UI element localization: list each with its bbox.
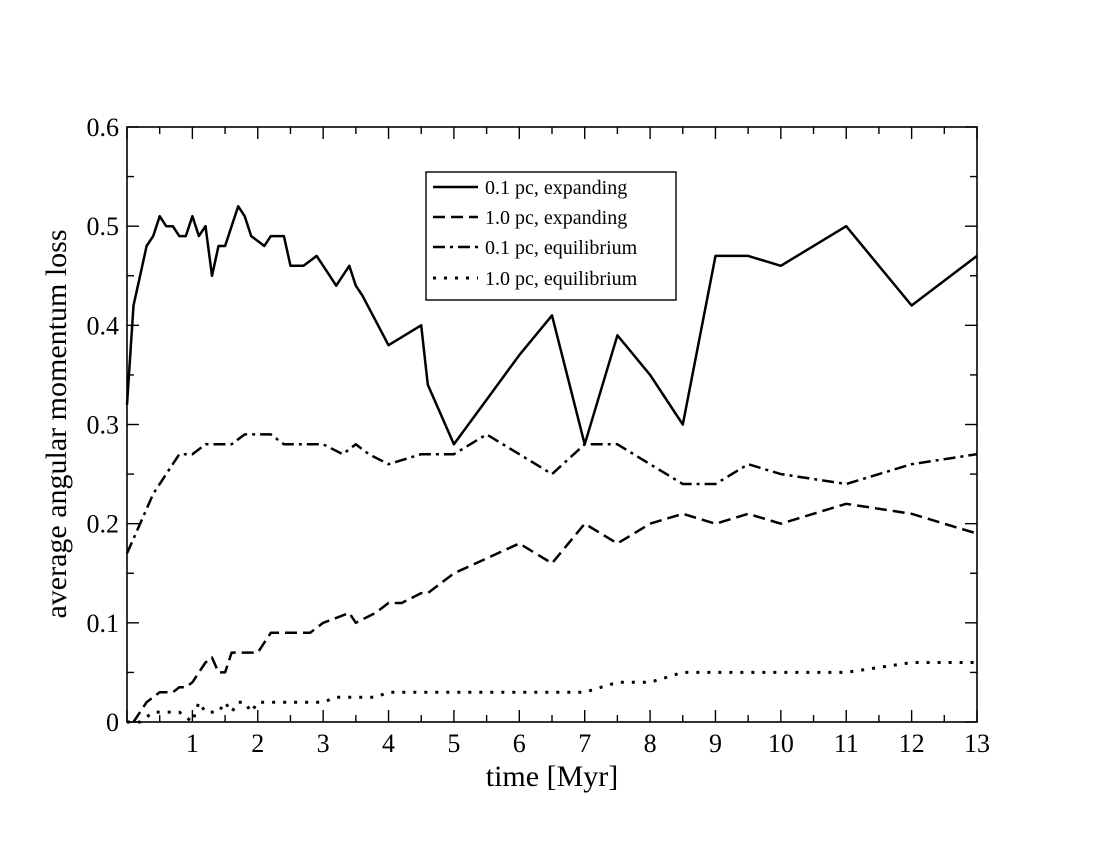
x-tick-label: 1	[186, 729, 199, 758]
x-tick-label: 7	[578, 729, 591, 758]
x-tick-label: 12	[899, 729, 925, 758]
legend-label-3: 1.0 pc, equilibrium	[485, 268, 638, 290]
x-tick-label: 8	[644, 729, 657, 758]
y-tick-label: 0.3	[87, 411, 120, 440]
legend-box	[425, 171, 677, 301]
x-tick-label: 2	[251, 729, 264, 758]
x-tick-label: 3	[317, 729, 330, 758]
y-axis-label: average angular momentum loss	[40, 229, 73, 618]
series-layer	[125, 205, 978, 724]
legend-label-2: 0.1 pc, equilibrium	[485, 237, 638, 259]
y-tick-label: 0.2	[87, 510, 120, 539]
y-tick-label: 0	[106, 708, 119, 737]
series-line-0	[125, 205, 978, 446]
y-tick-label: 0.1	[87, 609, 120, 638]
series-line-1	[132, 502, 978, 723]
y-tick-label: 0.5	[87, 212, 120, 241]
legend-label-1: 1.0 pc, expanding	[485, 207, 627, 229]
series-line-2	[125, 433, 978, 554]
x-tick-label: 5	[447, 729, 460, 758]
x-tick-label: 4	[382, 729, 395, 758]
x-tick-label: 11	[834, 729, 859, 758]
y-tick-label: 0.4	[87, 311, 120, 340]
x-tick-label: 13	[964, 729, 990, 758]
y-tick-label: 0.6	[87, 113, 120, 142]
series-line-3	[127, 661, 977, 724]
x-tick-label: 9	[709, 729, 722, 758]
x-tick-label: 10	[768, 729, 794, 758]
legend: 0.1 pc, expanding 1.0 pc, expanding 0.1 …	[425, 171, 677, 301]
x-axis-label: time [Myr]	[486, 760, 618, 793]
legend-label-0: 0.1 pc, expanding	[485, 177, 627, 199]
x-tick-label: 6	[513, 729, 526, 758]
